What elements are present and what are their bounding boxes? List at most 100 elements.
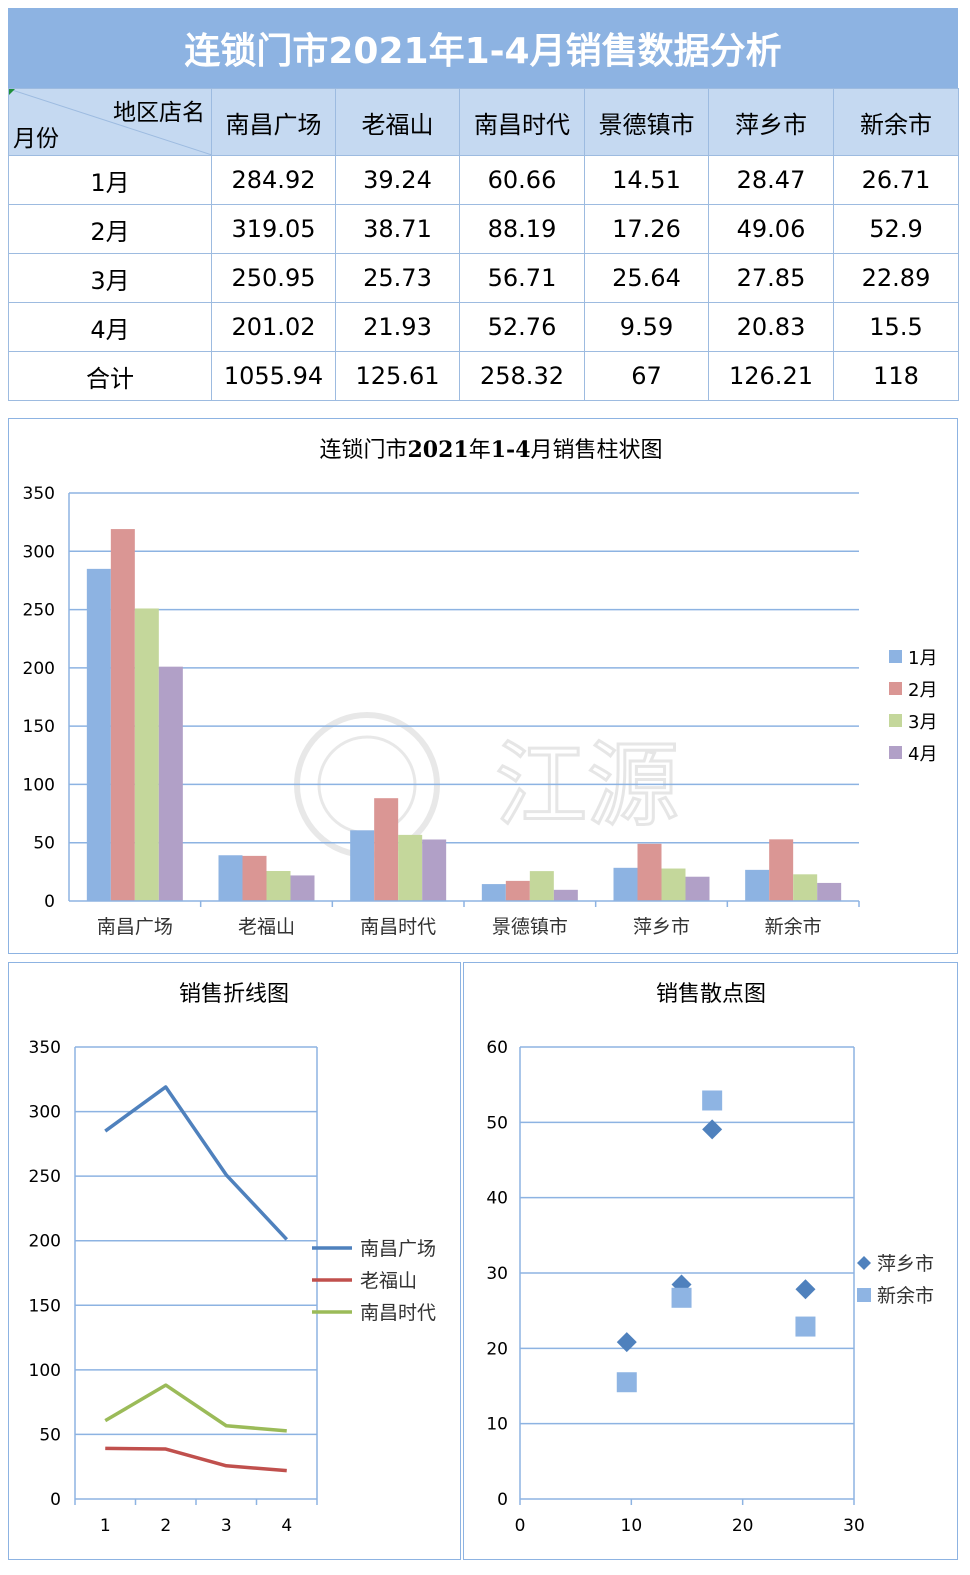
column-header: 景德镇市 (584, 88, 709, 156)
row-label: 3月 (8, 253, 212, 303)
table-cell: 319.05 (211, 204, 336, 254)
column-header: 萍乡市 (708, 88, 834, 156)
bar (374, 798, 399, 901)
bar-chart-panel: 连锁门市2021年1-4月销售柱状图 江源 0 50 100 150 200 250 300… (8, 418, 958, 954)
bar (793, 874, 818, 901)
column-header: 新余市 (833, 88, 959, 156)
bar (661, 868, 686, 901)
bar (481, 884, 506, 901)
table-cell: 52.76 (459, 302, 585, 352)
table-cell: 88.19 (459, 204, 585, 254)
column-header: 南昌时代 (459, 88, 585, 156)
legend-swatch (889, 682, 902, 695)
y-tick-label: 350 (29, 1038, 61, 1058)
point-square (702, 1090, 723, 1111)
y-tick-label: 60 (486, 1038, 508, 1058)
y-tick-label: 150 (23, 717, 55, 737)
corner-label-store: 地区店名 (113, 100, 205, 126)
x-tick-label: 3 (221, 1516, 232, 1536)
table-corner-cell: 地区店名 月份 (8, 88, 212, 156)
bar (769, 839, 794, 901)
table-cell: 9.59 (584, 302, 709, 352)
bar (817, 882, 842, 901)
bar-chart-title: 连锁门市2021年1-4月销售柱状图 (319, 437, 662, 463)
series-line (105, 1446, 287, 1473)
table-cell: 201.02 (211, 302, 336, 352)
legend-label: 4月 (908, 744, 937, 765)
x-tick-label: 1 (100, 1516, 111, 1536)
y-tick-label: 150 (29, 1296, 61, 1316)
table-cell: 21.93 (335, 302, 460, 352)
y-tick-label: 300 (23, 542, 55, 562)
table-cell: 125.61 (335, 351, 460, 401)
legend-label: 南昌时代 (360, 1302, 436, 1324)
point-diamond (795, 1279, 816, 1300)
table-cell: 25.64 (584, 253, 709, 303)
table-row: 4月 201.02 21.93 52.76 9.59 20.83 15.5 (8, 302, 959, 352)
y-tick-label: 300 (29, 1103, 61, 1123)
legend-label: 1月 (908, 648, 937, 669)
bar (685, 876, 710, 901)
row-label: 2月 (8, 204, 212, 254)
bar (134, 608, 159, 901)
line-chart-panel: 销售折线图 0 50 100 150 200 250 300 350 1 2 3 4 南昌广场 老福山南… (8, 962, 461, 1560)
table-cell: 67 (584, 351, 709, 401)
x-tick-label: 10 (621, 1516, 643, 1536)
bar (242, 855, 267, 901)
table-cell: 250.95 (211, 253, 336, 303)
row-label: 1月 (8, 155, 212, 205)
y-tick-label: 350 (23, 484, 55, 504)
x-tick-label: 0 (515, 1516, 526, 1536)
bar (422, 839, 447, 901)
y-tick-label: 0 (50, 1490, 61, 1510)
corner-label-month: 月份 (13, 126, 59, 152)
table-cell: 22.89 (833, 253, 959, 303)
point-square (795, 1316, 816, 1337)
scatter-chart-title: 销售散点图 (656, 982, 766, 1007)
row-label: 合计 (8, 351, 212, 401)
bar-chart: 连锁门市2021年1-4月销售柱状图 江源 0 50 100 150 200 250 300… (23, 437, 938, 938)
line-chart-title: 销售折线图 (179, 982, 289, 1007)
bar (529, 871, 554, 901)
point-diamond (616, 1332, 637, 1353)
sales-table: 地区店名 月份 南昌广场 老福山 南昌时代 景德镇市 萍乡市 新余市 1月 28… (8, 88, 959, 401)
table-header-row: 地区店名 月份 南昌广场 老福山 南昌时代 景德镇市 萍乡市 新余市 (8, 88, 959, 156)
y-tick-label: 0 (497, 1490, 508, 1510)
bar (218, 855, 243, 901)
y-tick-label: 0 (44, 892, 55, 912)
table-cell: 118 (833, 351, 959, 401)
legend-label: 3月 (908, 712, 937, 733)
bar (505, 880, 530, 901)
line-chart: 销售折线图 0 50 100 150 200 250 300 350 1 2 3 4 南昌广场老福山南… (29, 982, 436, 1536)
y-tick-label: 100 (29, 1361, 61, 1381)
table-row: 1月 284.92 39.24 60.66 14.51 28.47 26.71 (8, 155, 959, 205)
table-cell: 60.66 (459, 155, 585, 205)
x-tick-label: 2 (160, 1516, 171, 1536)
column-header: 老福山 (335, 88, 460, 156)
legend-swatch (889, 714, 902, 727)
bar (158, 666, 183, 901)
bar (745, 869, 770, 901)
x-tick-label: 老福山 (238, 916, 295, 938)
bar (398, 834, 423, 901)
table-cell: 1055.94 (211, 351, 336, 401)
x-tick-label: 新余市 (765, 916, 822, 938)
page-title: 连锁门市2021年1-4月销售数据分析 (8, 8, 958, 88)
table-cell: 26.71 (833, 155, 959, 205)
table-cell: 258.32 (459, 351, 585, 401)
y-tick-label: 30 (486, 1264, 508, 1284)
point-square (671, 1287, 692, 1308)
y-tick-label: 50 (486, 1113, 508, 1133)
point-square (616, 1372, 637, 1393)
legend-label: 2月 (908, 680, 937, 701)
legend-swatch (889, 746, 902, 759)
table-cell: 15.5 (833, 302, 959, 352)
bar (266, 871, 291, 901)
legend-swatch (889, 650, 902, 663)
table-cell: 25.73 (335, 253, 460, 303)
y-tick-label: 200 (23, 659, 55, 679)
bar (613, 867, 638, 901)
y-tick-label: 20 (486, 1339, 508, 1359)
table-cell: 17.26 (584, 204, 709, 254)
